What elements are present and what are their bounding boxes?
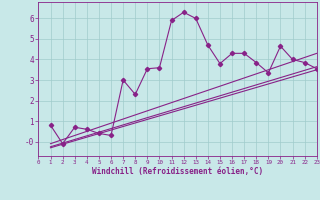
X-axis label: Windchill (Refroidissement éolien,°C): Windchill (Refroidissement éolien,°C) — [92, 167, 263, 176]
